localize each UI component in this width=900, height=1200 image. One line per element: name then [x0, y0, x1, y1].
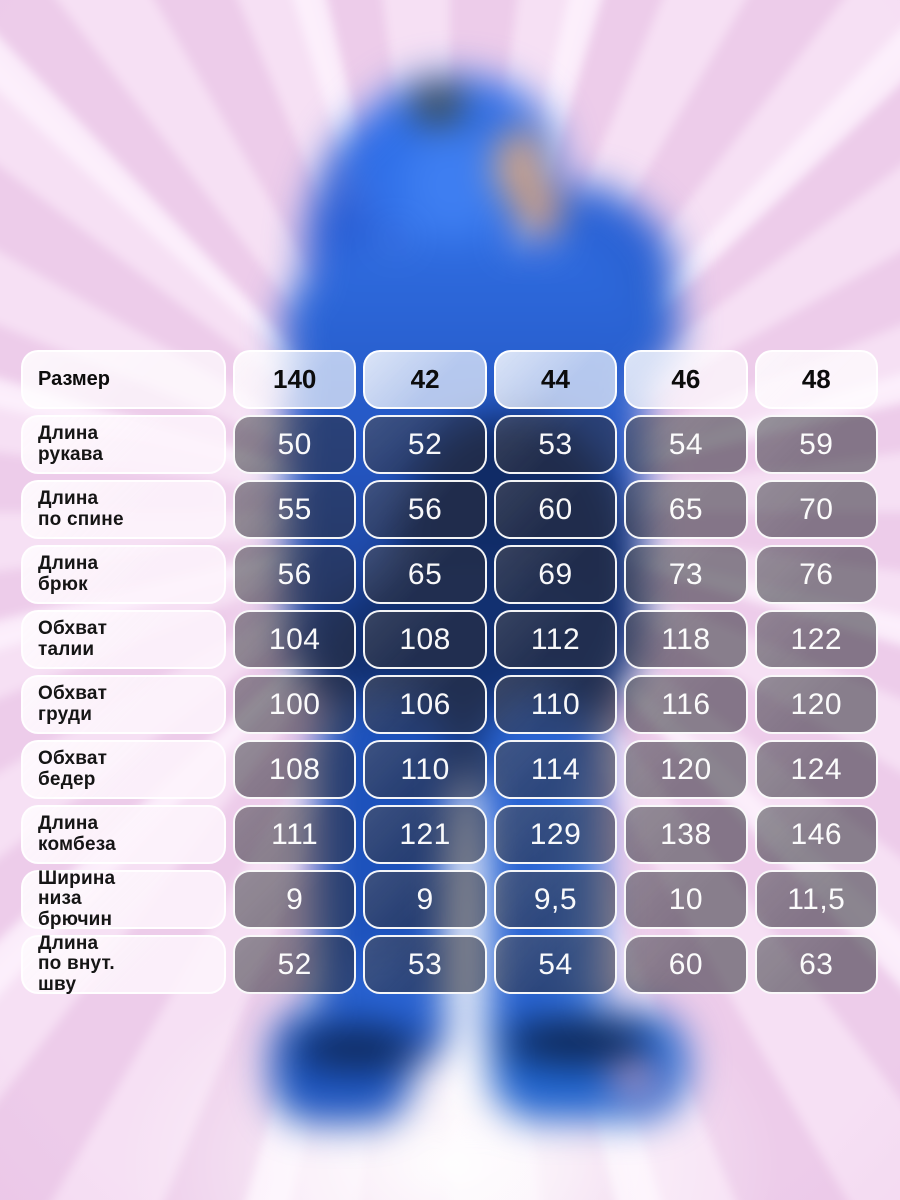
- row-label: Длина рукава: [21, 415, 226, 474]
- table-cell: 76: [754, 545, 878, 604]
- row-label: Ширина низа брючин: [21, 869, 226, 929]
- table-cell: 63: [754, 935, 878, 994]
- table-cell: 65: [624, 480, 748, 539]
- table-cell: 54: [493, 935, 618, 994]
- left-ankle-shadow: [294, 1030, 420, 1068]
- table-cell: 50: [233, 415, 357, 474]
- table-cell: 56: [233, 545, 357, 604]
- table-cell: 120: [624, 740, 748, 799]
- table-cell: 146: [754, 805, 878, 864]
- row-label: Длина комбеза: [21, 805, 226, 864]
- kigurumi-hood-highlight: [402, 130, 502, 240]
- table-corner-header: Размер: [21, 350, 226, 409]
- size-column-header: 46: [624, 350, 748, 409]
- table-cell: 73: [624, 545, 748, 604]
- table-cell: 129: [493, 805, 618, 864]
- table-cell: 10: [624, 870, 748, 929]
- table-cell: 11,5: [754, 870, 878, 929]
- table-cell: 56: [363, 480, 487, 539]
- slipper-label: [610, 1066, 660, 1092]
- size-table: Размер 140 42 44 46 48 Длина рукава 50 5…: [21, 350, 878, 994]
- table-cell: 9,5: [493, 870, 618, 929]
- row-label: Длина брюк: [21, 545, 226, 604]
- size-column-header: 42: [363, 350, 487, 409]
- row-label: Длина по внут. шву: [21, 934, 226, 994]
- size-column-header: 140: [233, 350, 357, 409]
- row-label: Длина по спине: [21, 480, 226, 539]
- row-label: Обхват груди: [21, 675, 226, 734]
- table-cell: 70: [754, 480, 878, 539]
- table-cell: 114: [493, 740, 618, 799]
- table-cell: 110: [363, 740, 487, 799]
- row-label: Обхват талии: [21, 610, 226, 669]
- table-cell: 9: [363, 870, 487, 929]
- table-cell: 108: [363, 610, 487, 669]
- table-cell: 104: [233, 610, 357, 669]
- table-cell: 110: [493, 675, 618, 734]
- table-cell: 9: [233, 870, 357, 929]
- table-cell: 60: [624, 935, 748, 994]
- table-cell: 118: [624, 610, 748, 669]
- table-cell: 53: [363, 935, 487, 994]
- table-cell: 60: [493, 480, 618, 539]
- hair-topknot: [413, 84, 463, 124]
- table-cell: 55: [233, 480, 357, 539]
- size-column-header: 48: [754, 350, 878, 409]
- size-column-header: 44: [493, 350, 618, 409]
- table-cell: 52: [233, 935, 357, 994]
- table-cell: 54: [624, 415, 748, 474]
- right-ankle-shadow: [504, 1020, 650, 1064]
- table-cell: 138: [624, 805, 748, 864]
- table-cell: 69: [493, 545, 618, 604]
- table-cell: 111: [233, 805, 357, 864]
- table-cell: 106: [363, 675, 487, 734]
- table-cell: 108: [233, 740, 357, 799]
- table-cell: 59: [754, 415, 878, 474]
- table-cell: 53: [493, 415, 618, 474]
- table-cell: 52: [363, 415, 487, 474]
- table-cell: 120: [754, 675, 878, 734]
- table-cell: 124: [754, 740, 878, 799]
- table-cell: 65: [363, 545, 487, 604]
- table-cell: 121: [363, 805, 487, 864]
- table-cell: 100: [233, 675, 357, 734]
- table-cell: 112: [493, 610, 618, 669]
- table-cell: 122: [754, 610, 878, 669]
- table-cell: 116: [624, 675, 748, 734]
- row-label: Обхват бедер: [21, 740, 226, 799]
